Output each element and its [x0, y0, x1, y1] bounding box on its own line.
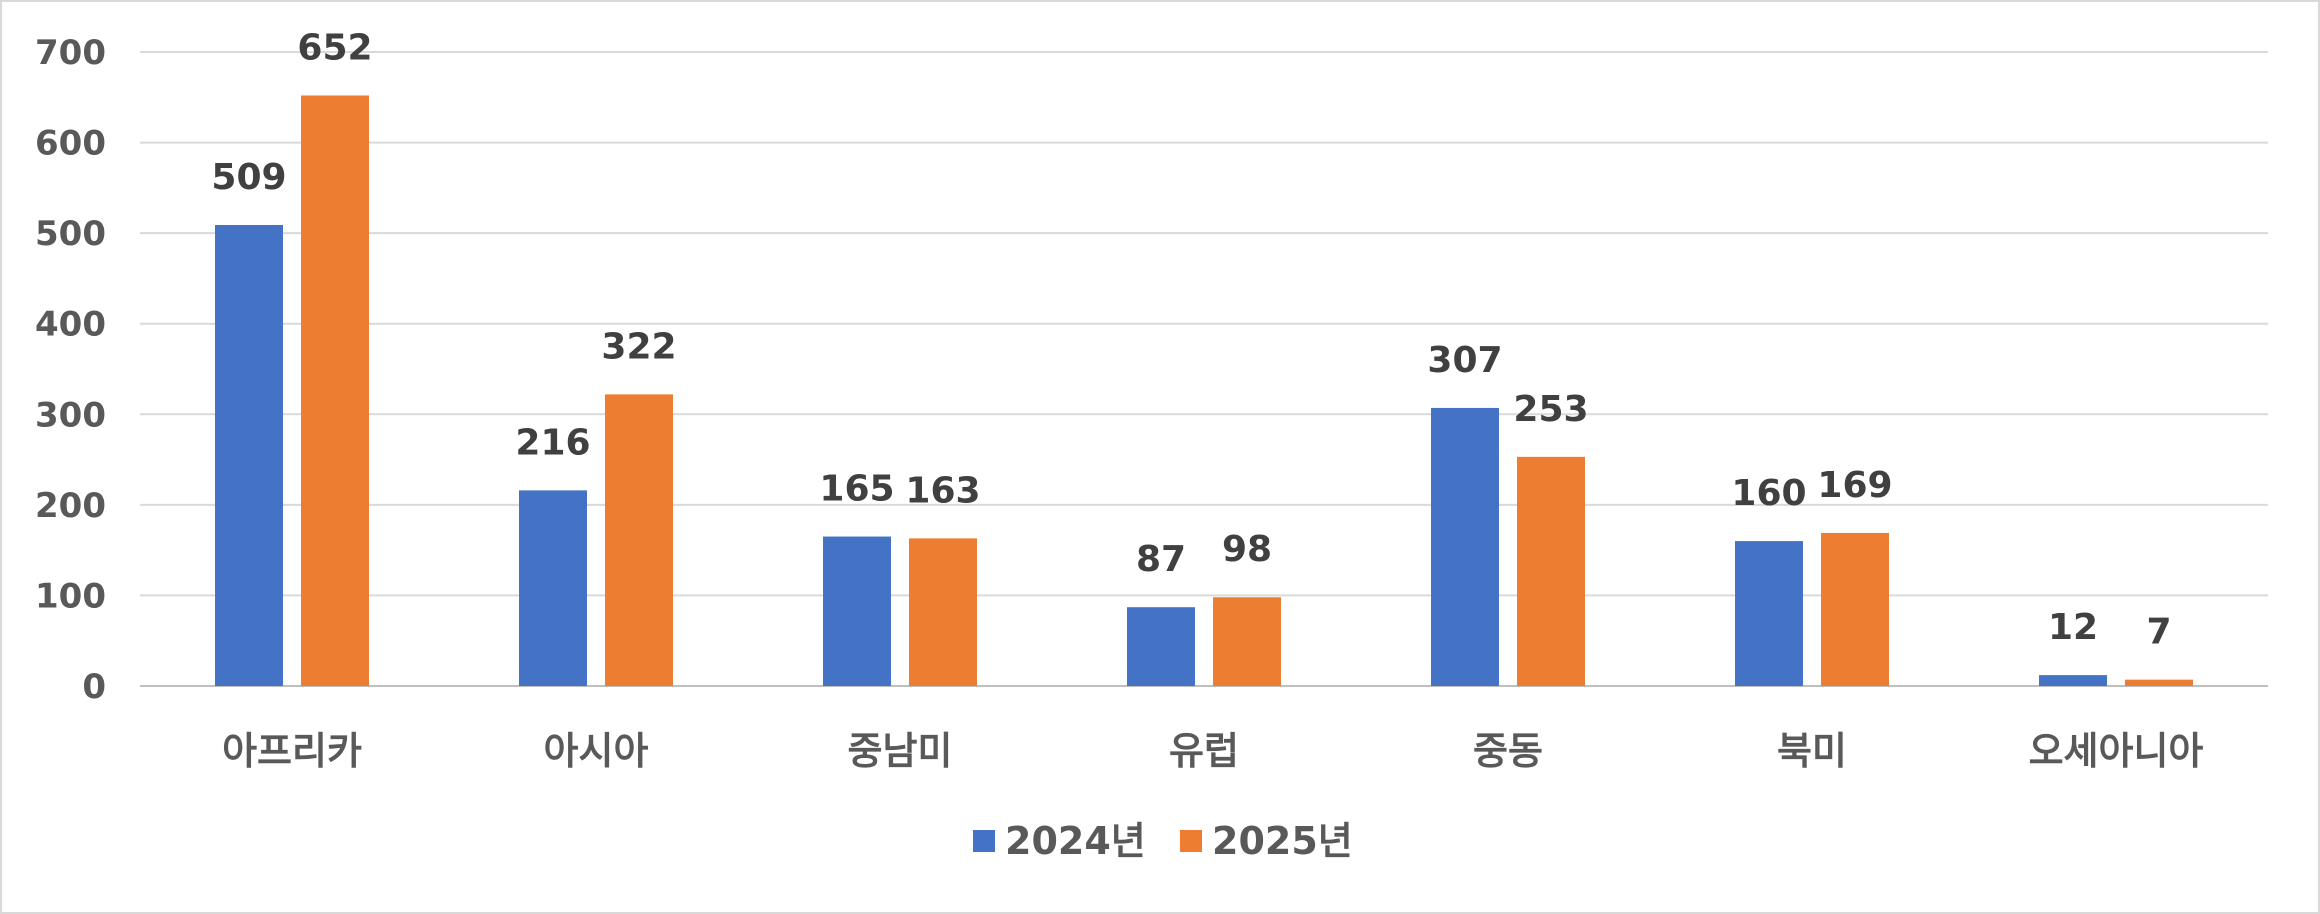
data-label: 509	[211, 157, 286, 198]
y-tick-label: 700	[35, 33, 106, 73]
data-label: 216	[515, 422, 590, 463]
y-tick-label: 200	[35, 486, 106, 526]
bar-series2[interactable]	[2125, 679, 2193, 686]
legend-label: 2025년	[1212, 819, 1353, 863]
gridlines	[140, 51, 2268, 687]
bar-series2[interactable]	[1821, 532, 1889, 686]
bars	[215, 95, 2193, 686]
y-tick-label: 600	[35, 124, 106, 164]
legend[interactable]: 2024년 2025년	[973, 819, 1353, 863]
bar-series1[interactable]	[1431, 407, 1499, 686]
y-tick-label: 500	[35, 214, 106, 254]
data-label: 98	[1222, 529, 1272, 570]
y-axis: 0 100 200 300 400 500 600 700	[35, 33, 106, 707]
bar-series2[interactable]	[1517, 456, 1585, 686]
y-tick-label: 300	[35, 395, 106, 435]
x-tick-label: 오세아니아	[2029, 729, 2204, 773]
data-label: 322	[601, 326, 676, 367]
legend-swatch	[1180, 830, 1202, 852]
data-label: 7	[2146, 612, 2171, 653]
data-label: 253	[1513, 389, 1588, 430]
bar-series2[interactable]	[301, 95, 369, 686]
bar-series1[interactable]	[2039, 675, 2107, 686]
x-tick-label: 북미	[1777, 729, 1847, 773]
bar-series1[interactable]	[1127, 607, 1195, 686]
data-label: 307	[1427, 340, 1502, 381]
y-tick-label: 100	[35, 576, 106, 616]
y-tick-label: 0	[82, 667, 106, 707]
legend-item-2[interactable]: 2025년	[1180, 819, 1353, 863]
bar-series1[interactable]	[215, 224, 283, 686]
bar-series2[interactable]	[605, 394, 673, 686]
bar-series1[interactable]	[1735, 541, 1803, 686]
data-label: 169	[1817, 465, 1892, 506]
bar-series1[interactable]	[823, 536, 891, 686]
data-label: 163	[905, 470, 980, 511]
data-label: 165	[819, 469, 894, 510]
x-tick-label: 중남미	[848, 729, 953, 773]
x-tick-label: 유럽	[1169, 729, 1239, 773]
x-tick-label: 중동	[1473, 729, 1543, 773]
legend-swatch	[973, 830, 995, 852]
x-axis: 아프리카 아시아 중남미 유럽 중동 북미 오세아니아	[222, 729, 2203, 773]
x-tick-label: 아시아	[544, 729, 649, 773]
data-label: 652	[297, 27, 372, 68]
bar-series2[interactable]	[909, 538, 977, 686]
data-label: 87	[1136, 539, 1186, 580]
legend-item-1[interactable]: 2024년	[973, 819, 1146, 863]
data-labels: 509 652 216 322 165 163 87 98 307 253 160 169 12 7	[211, 27, 2171, 652]
bar-series1[interactable]	[519, 490, 587, 686]
legend-label: 2024년	[1005, 819, 1146, 863]
y-tick-label: 400	[35, 305, 106, 345]
data-label: 160	[1731, 473, 1806, 514]
data-label: 12	[2048, 607, 2098, 648]
bar-series2[interactable]	[1213, 597, 1281, 686]
x-tick-label: 아프리카	[222, 729, 362, 773]
